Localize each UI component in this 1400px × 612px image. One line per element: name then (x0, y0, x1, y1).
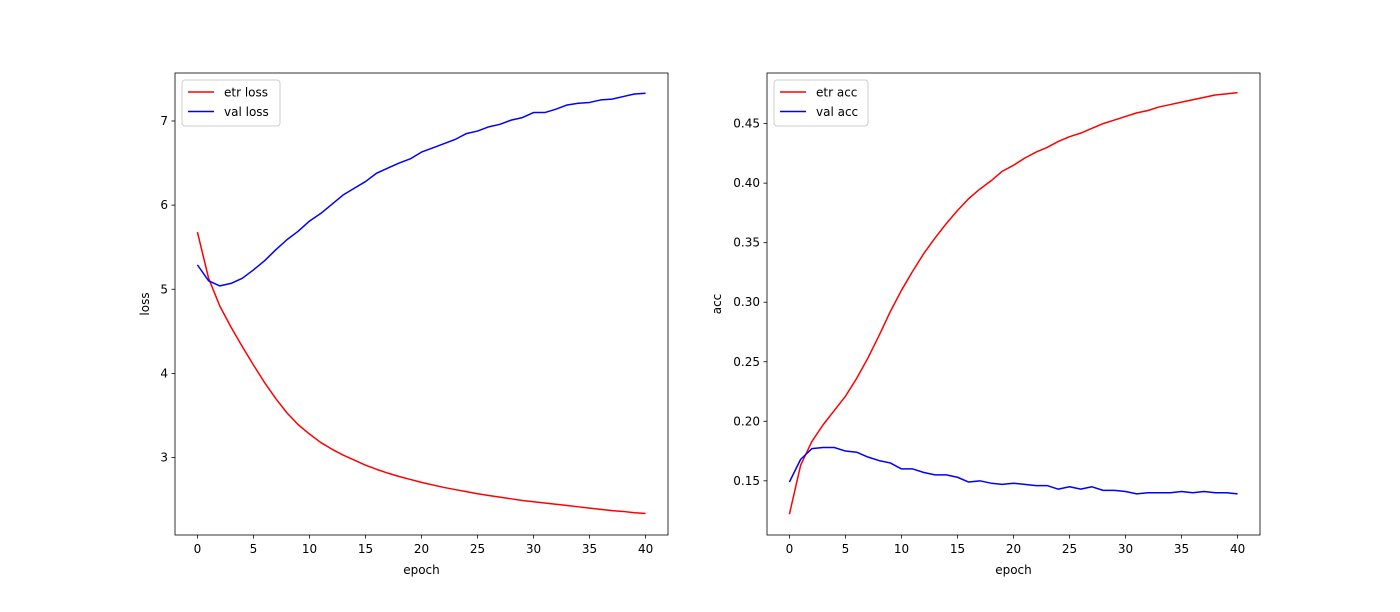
y-tick-label: 7 (160, 114, 168, 128)
y-tick-label: 5 (160, 282, 168, 296)
series-line-val-acc (788, 446, 1238, 495)
series-line-etr-loss (196, 231, 646, 515)
x-tick-label: 35 (582, 542, 597, 556)
y-axis-label: loss (138, 292, 152, 315)
legend-label: val acc (816, 105, 858, 119)
x-tick-label: 0 (194, 542, 202, 556)
chart-loss: 0 5 10 15 20 25 30 35 40 3 4 5 6 7 epoch loss etr loss va… (138, 72, 669, 577)
x-axis-label: epoch (995, 563, 1032, 577)
legend: etr loss val loss (181, 79, 281, 127)
x-tick-label: 40 (1230, 542, 1245, 556)
legend-label: val loss (224, 105, 269, 119)
x-tick-label: 40 (638, 542, 653, 556)
x-tick-label: 10 (894, 542, 909, 556)
x-tick-label: 10 (302, 542, 317, 556)
axes-frame (766, 72, 1261, 536)
y-tick-label: 6 (160, 198, 168, 212)
x-tick-label: 25 (470, 542, 485, 556)
x-tick-label: 5 (842, 542, 850, 556)
chart-acc: 0 5 10 15 20 25 30 35 40 0.15 0.20 0.25 0.30 0.35 0.40… (710, 72, 1261, 577)
x-tick-label: 20 (414, 542, 429, 556)
x-tick-label: 30 (1118, 542, 1133, 556)
y-tick-label: 0.45 (733, 117, 760, 131)
y-tick-label: 0.40 (733, 176, 760, 190)
x-tick-label: 5 (250, 542, 258, 556)
x-tick-label: 25 (1062, 542, 1077, 556)
y-tick-label: 0.30 (733, 295, 760, 309)
y-tick-label: 3 (160, 451, 168, 465)
legend-label: etr loss (224, 86, 268, 100)
x-tick-label: 15 (358, 542, 373, 556)
legend: etr acc val acc (773, 79, 869, 127)
y-tick-label: 0.25 (733, 355, 760, 369)
y-tick-label: 0.15 (733, 474, 760, 488)
x-tick-label: 0 (786, 542, 794, 556)
x-axis-label: epoch (403, 563, 440, 577)
x-tick-label: 35 (1174, 542, 1189, 556)
x-tick-label: 15 (950, 542, 965, 556)
x-tick-label: 30 (526, 542, 541, 556)
y-tick-label: 0.20 (733, 414, 760, 428)
axes-frame (174, 72, 669, 536)
y-tick-label: 4 (160, 366, 168, 380)
series-line-val-loss (196, 92, 646, 287)
series-line-etr-acc (788, 91, 1238, 515)
y-tick-label: 0.35 (733, 236, 760, 250)
legend-label: etr acc (816, 86, 857, 100)
x-tick-label: 20 (1006, 542, 1021, 556)
y-axis-label: acc (710, 294, 724, 315)
